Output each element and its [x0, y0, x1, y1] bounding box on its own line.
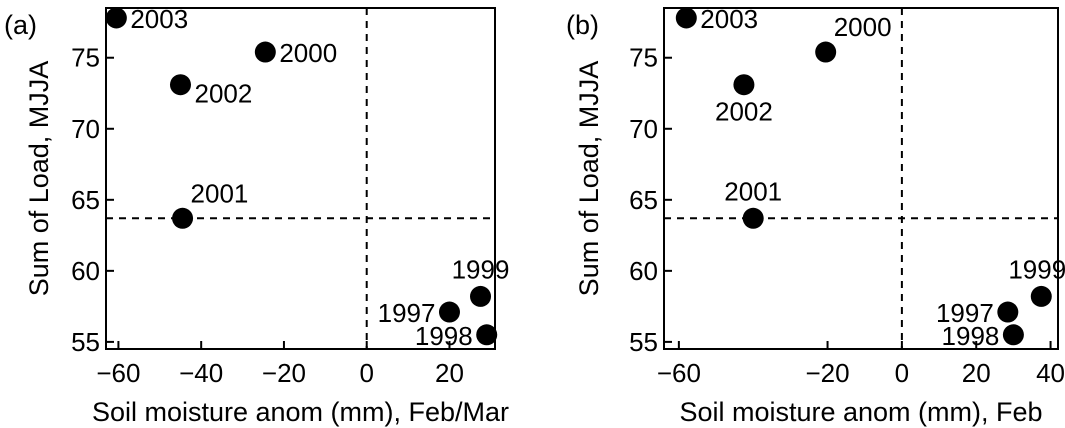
panel-a: 55 60 65 70 75 −60 −40 −20 0 20 Soil moisture anom…	[4, 4, 509, 427]
data-point-2003	[675, 7, 697, 29]
data-point-2002	[733, 74, 755, 96]
point-label-1998: 1998	[942, 321, 1000, 351]
data-point-2002	[169, 74, 191, 96]
x-tick-label: −40	[179, 358, 223, 388]
data-point-2000	[815, 41, 837, 63]
data-point-1998	[1002, 324, 1024, 346]
point-label-2002: 2002	[194, 79, 252, 109]
x-tick-label: 0	[359, 358, 373, 388]
y-tick-label: 70	[71, 114, 100, 144]
point-label-1999: 1999	[1008, 254, 1065, 284]
x-tick-label: −60	[657, 358, 701, 388]
x-tick-label: −20	[805, 358, 849, 388]
plot-frame	[663, 7, 1059, 350]
data-point-2001	[742, 207, 764, 229]
y-tick-label: 55	[629, 327, 658, 357]
y-tick-label: 70	[629, 114, 658, 144]
data-point-2001	[172, 207, 194, 229]
x-tick-label: 0	[895, 358, 909, 388]
x-tick-label: −60	[96, 358, 140, 388]
y-tick-label: 60	[629, 256, 658, 286]
y-axis-label: Sum of Load, MJJA	[574, 61, 604, 297]
point-label-2001: 2001	[191, 178, 249, 208]
point-label-2000: 2000	[279, 38, 337, 68]
y-tick-label: 75	[629, 43, 658, 73]
point-label-2001: 2001	[724, 176, 782, 206]
point-label-1999: 1999	[452, 254, 510, 284]
point-label-1997: 1997	[378, 298, 436, 328]
panel-label: (b)	[566, 10, 599, 40]
data-point-2003	[105, 7, 127, 29]
point-label-2002: 2002	[715, 97, 773, 127]
point-label-1998: 1998	[415, 321, 473, 351]
panel-b: 55 60 65 70 75 −60 −20 0 20 40 Soil moisture anom …	[566, 4, 1065, 427]
y-tick-label: 75	[71, 43, 100, 73]
data-point-1997	[438, 301, 460, 323]
point-label-1997: 1997	[936, 298, 994, 328]
x-axis-label: Soil moisture anom (mm), Feb	[679, 397, 1042, 427]
panel-label: (a)	[4, 10, 37, 40]
y-tick-label: 55	[71, 327, 100, 357]
data-point-1999	[470, 285, 492, 307]
data-point-2000	[254, 41, 276, 63]
plot-frame	[105, 7, 496, 350]
x-tick-label: 40	[1036, 358, 1065, 388]
point-label-2003: 2003	[700, 4, 758, 34]
data-point-1998	[476, 324, 498, 346]
point-label-2003: 2003	[130, 4, 188, 34]
x-tick-label: 20	[962, 358, 991, 388]
data-point-1999	[1030, 285, 1052, 307]
x-axis-label: Soil moisture anom (mm), Feb/Mar	[92, 397, 509, 427]
x-tick-label: −20	[262, 358, 306, 388]
data-point-1997	[997, 301, 1019, 323]
point-label-2000: 2000	[834, 12, 892, 42]
x-tick-label: 20	[435, 358, 464, 388]
y-tick-label: 65	[71, 185, 100, 215]
y-axis-label: Sum of Load, MJJA	[24, 61, 54, 297]
y-tick-label: 65	[629, 185, 658, 215]
y-tick-label: 60	[71, 256, 100, 286]
